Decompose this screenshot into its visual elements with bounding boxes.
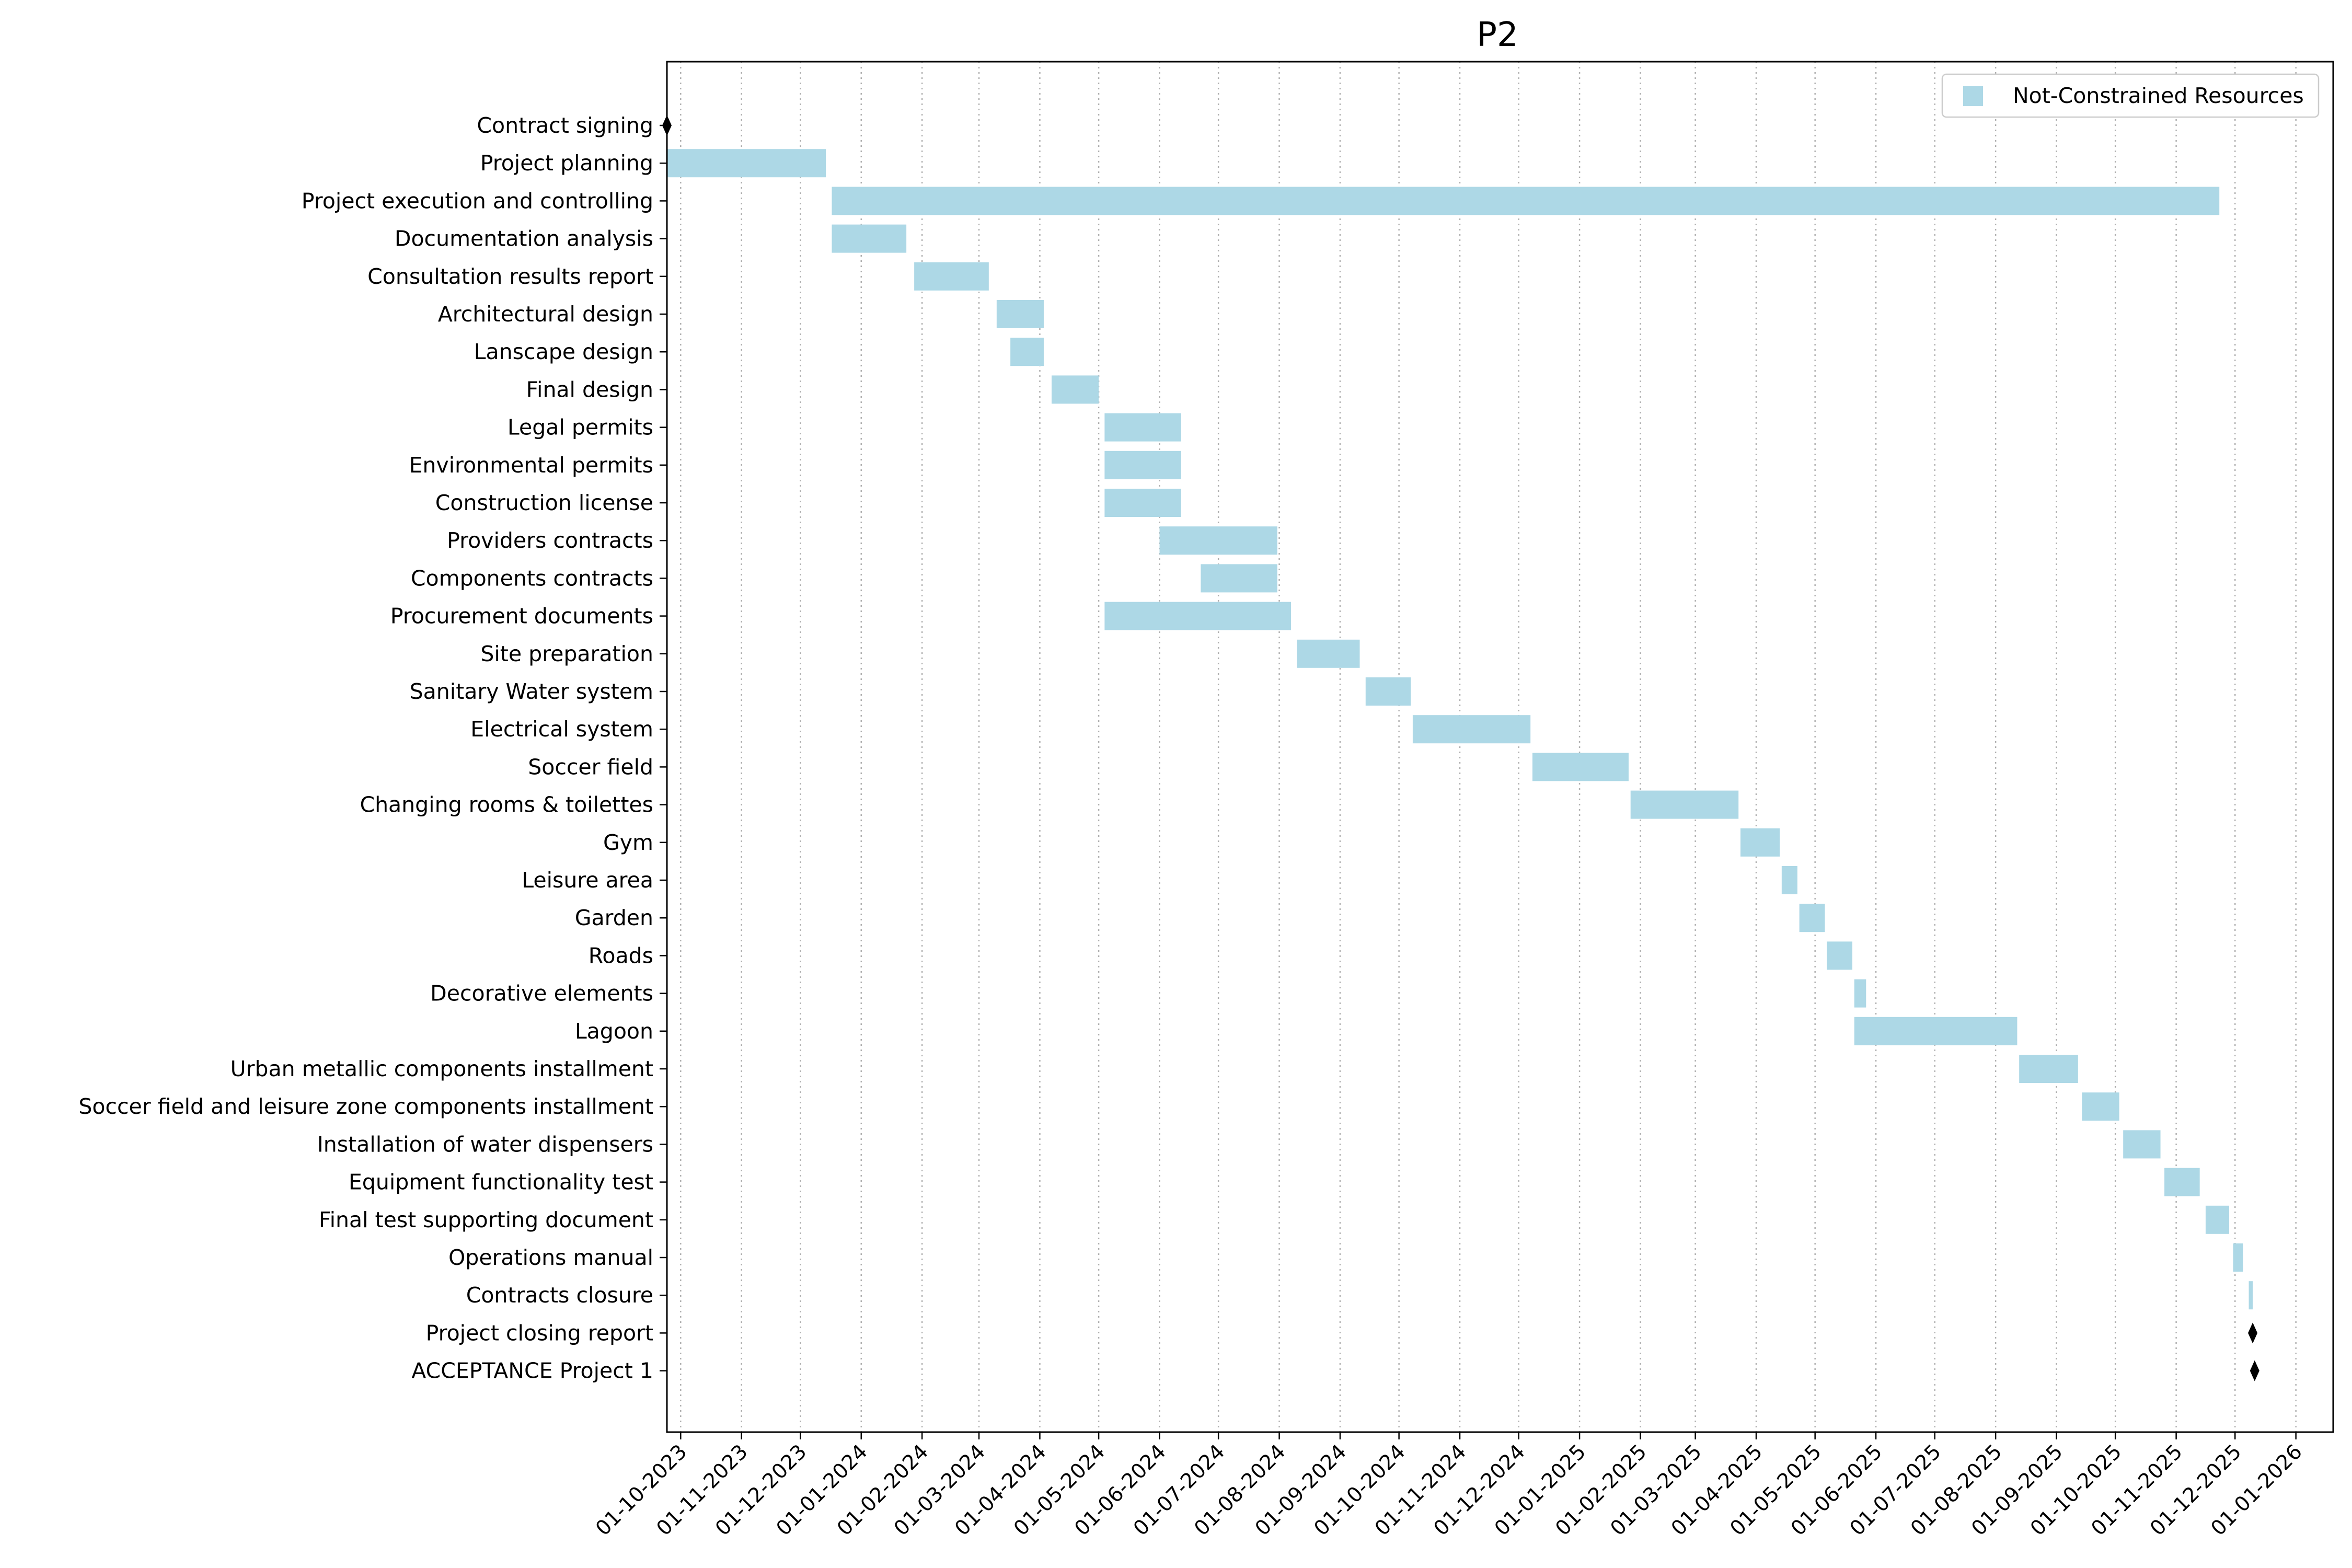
milestone-marker: [2248, 1322, 2258, 1344]
task-bar: [667, 149, 826, 178]
task-label: Site preparation: [480, 641, 653, 666]
task-label: Final test supporting document: [319, 1207, 653, 1232]
task-label: Lagoon: [575, 1019, 653, 1044]
task-label: Project execution and controlling: [302, 188, 653, 213]
task-label: Soccer field: [528, 754, 653, 779]
task-bar: [1740, 828, 1780, 857]
task-bar: [2019, 1055, 2078, 1083]
task-label: Contract signing: [477, 113, 653, 138]
task-label: Changing rooms & toilettes: [360, 792, 653, 817]
task-label: Architectural design: [438, 302, 653, 327]
task-label: Urban metallic components installment: [230, 1056, 653, 1081]
task-label: Sanitary Water system: [410, 679, 653, 704]
task-bar: [1827, 941, 1853, 970]
plot-frame: [666, 61, 2334, 1433]
task-bar: [1010, 338, 1044, 366]
task-label: Electrical system: [470, 717, 653, 742]
legend: Not-Constrained Resources: [1941, 73, 2320, 118]
task-label: Construction license: [435, 490, 653, 515]
task-bar: [2123, 1130, 2161, 1159]
task-label: ACCEPTANCE Project 1: [411, 1358, 653, 1383]
task-bar: [2249, 1281, 2253, 1310]
task-bar: [832, 224, 907, 253]
task-labels: Contract signing Project planning Project …: [78, 113, 667, 1383]
task-label: Project closing report: [426, 1320, 653, 1345]
chart-title: P2: [1477, 16, 1518, 54]
legend-swatch: [1963, 86, 1983, 106]
task-bar: [1104, 602, 1292, 630]
task-bar: [2164, 1168, 2200, 1196]
task-bar: [1104, 489, 1181, 517]
task-bar: [1104, 413, 1181, 442]
task-bar: [1201, 564, 1277, 593]
task-bar: [1297, 639, 1360, 668]
task-label: Equipment functionality test: [349, 1170, 653, 1195]
task-bars: [662, 115, 2259, 1381]
task-label: Gym: [603, 830, 653, 855]
grid-lines: [680, 62, 2297, 1432]
task-bar: [2205, 1205, 2229, 1234]
task-label: Components contracts: [411, 566, 653, 591]
task-bar: [1365, 677, 1411, 706]
task-bar: [1799, 904, 1825, 932]
task-label: Leisure area: [522, 868, 653, 893]
task-label: Project planning: [480, 151, 653, 176]
task-label: Documentation analysis: [395, 226, 653, 251]
task-bar: [914, 262, 989, 291]
task-bar: [1104, 451, 1181, 479]
task-bar: [1159, 526, 1277, 555]
milestone-marker: [2250, 1360, 2259, 1381]
task-label: Soccer field and leisure zone components…: [78, 1094, 653, 1119]
task-label: Roads: [589, 943, 653, 968]
task-bar: [2233, 1243, 2243, 1272]
task-label: Procurement documents: [390, 604, 653, 629]
task-bar: [1412, 715, 1531, 744]
task-label: Installation of water dispensers: [317, 1132, 653, 1157]
task-label: Decorative elements: [430, 981, 653, 1006]
legend-box: [1941, 73, 2320, 118]
task-label: Operations manual: [448, 1245, 653, 1270]
task-label: Lanscape design: [474, 339, 653, 364]
task-bar: [832, 187, 2220, 215]
task-label: Final design: [526, 377, 653, 402]
task-bar: [996, 300, 1044, 328]
task-bar: [1051, 375, 1099, 404]
task-label: Contracts closure: [466, 1283, 653, 1308]
task-label: Providers contracts: [447, 528, 653, 553]
task-label: Environmental permits: [409, 453, 654, 478]
task-label: Consultation results report: [367, 264, 653, 289]
task-label: Garden: [575, 905, 653, 930]
task-bar: [1630, 790, 1739, 819]
task-bar: [1854, 1017, 2017, 1045]
task-bar: [1781, 866, 1797, 894]
task-bar: [2082, 1092, 2119, 1121]
task-bar: [1532, 753, 1629, 781]
legend-label: Not-Constrained Resources: [2013, 83, 2304, 108]
task-label: Legal permits: [508, 415, 653, 440]
task-bar: [1854, 979, 1866, 1008]
